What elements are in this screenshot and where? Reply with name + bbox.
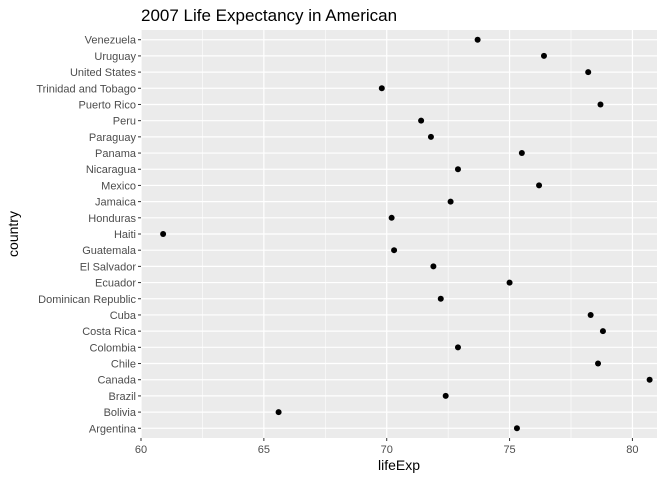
- data-point: [388, 214, 395, 221]
- data-point: [437, 295, 444, 302]
- data-point: [536, 182, 543, 189]
- data-point: [160, 231, 167, 237]
- data-point: [518, 150, 525, 157]
- y-tick-label: Colombia: [90, 342, 137, 354]
- y-tick-label: Peru: [113, 116, 136, 128]
- y-tick-label: Chile: [111, 359, 136, 371]
- x-tick-label: 65: [258, 444, 270, 456]
- data-point: [506, 279, 513, 286]
- x-tick-label: 80: [626, 444, 638, 456]
- y-tick-label: El Salvador: [80, 261, 137, 273]
- data-point: [275, 409, 282, 416]
- y-tick-label: Nicaragua: [86, 164, 137, 176]
- y-tick-label: Guatemala: [82, 245, 137, 257]
- y-tick-label: Paraguay: [89, 132, 137, 144]
- y-tick-label: Honduras: [88, 213, 136, 225]
- data-point: [430, 263, 437, 270]
- chart-title: 2007 Life Expectancy in American: [141, 6, 397, 25]
- data-point: [599, 328, 606, 335]
- y-tick-label: Venezuela: [85, 35, 137, 47]
- y-tick-label: Dominican Republic: [38, 294, 136, 306]
- grid-major: [140, 30, 657, 438]
- data-point: [595, 360, 602, 367]
- x-tick-label: 70: [381, 444, 393, 456]
- data-point: [447, 198, 454, 205]
- y-tick-label: Canada: [97, 375, 136, 387]
- y-tick-label: Jamaica: [95, 197, 137, 209]
- data-point: [585, 69, 592, 76]
- data-point: [513, 425, 520, 432]
- data-point: [454, 344, 461, 351]
- data-point: [391, 247, 398, 254]
- y-tick-label: Trinidad and Tobago: [36, 83, 136, 95]
- data-point: [587, 311, 594, 318]
- x-axis-label: lifeExp: [378, 457, 420, 473]
- data-point: [418, 117, 425, 124]
- y-axis-label: country: [5, 211, 21, 257]
- y-axis: Argentina Bolivia Brazil Canada Chile Colombi…: [36, 35, 141, 435]
- y-tick-label: Costa Rica: [82, 326, 137, 338]
- y-tick-label: Cuba: [110, 310, 137, 322]
- data-point: [427, 133, 434, 140]
- data-point: [540, 52, 547, 59]
- y-tick-label: Bolivia: [104, 407, 137, 419]
- y-tick-label: Ecuador: [95, 278, 136, 290]
- y-tick-label: Panama: [95, 148, 137, 160]
- data-point: [454, 166, 461, 173]
- x-axis: 60 65 70 75 80: [135, 438, 639, 456]
- data-point: [597, 101, 604, 108]
- y-tick-label: Brazil: [108, 391, 136, 403]
- y-tick-label: Puerto Rico: [79, 99, 136, 111]
- y-tick-label: Mexico: [101, 180, 136, 192]
- y-tick-label: United States: [70, 67, 137, 79]
- x-tick-label: 60: [135, 444, 147, 456]
- data-points: [160, 36, 653, 432]
- data-point: [442, 392, 449, 399]
- y-tick-label: Uruguay: [94, 51, 136, 63]
- data-point: [474, 36, 481, 43]
- data-point: [646, 376, 653, 383]
- data-point: [378, 85, 385, 92]
- x-tick-label: 75: [503, 444, 515, 456]
- y-tick-label: Argentina: [89, 423, 137, 435]
- y-tick-label: Haiti: [114, 229, 136, 241]
